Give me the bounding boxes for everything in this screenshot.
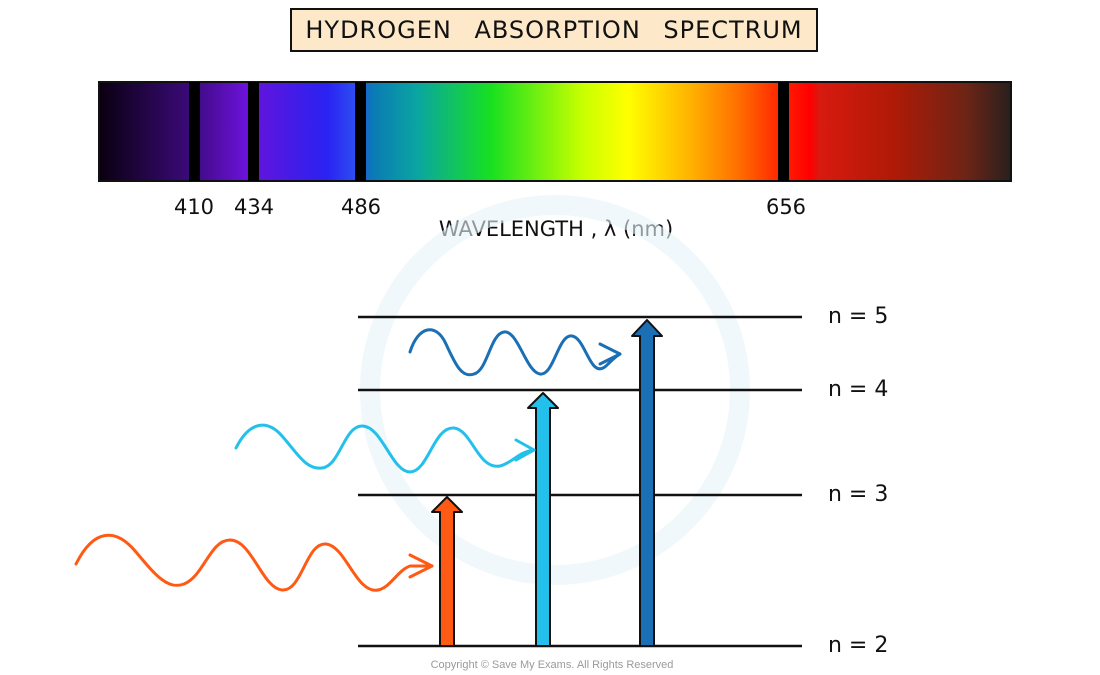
spectrum-bar (98, 81, 1012, 182)
wavelength-label-656: 656 (766, 195, 806, 219)
absorption-line-434 (248, 82, 259, 181)
copyright-notice: Copyright © Save My Exams. All Rights Re… (431, 659, 674, 671)
photon-wave-cyan (234, 423, 536, 474)
level-label-n2: n = 2 (828, 633, 888, 658)
absorption-line-656 (778, 82, 789, 181)
wavelength-label-410: 410 (174, 195, 214, 219)
wavelength-label-486: 486 (341, 195, 381, 219)
level-label-n3: n = 3 (828, 482, 888, 507)
photon-wave-red (74, 533, 434, 592)
absorption-line-410 (189, 82, 200, 181)
wavelength-label-434: 434 (234, 195, 274, 219)
level-label-n5: n = 5 (828, 304, 888, 329)
absorption-line-486 (355, 82, 366, 181)
diagram-title: HYDROGEN ABSORPTION SPECTRUM (290, 8, 818, 52)
transition-arrow-red (431, 496, 463, 647)
transition-arrow-cyan (527, 392, 559, 647)
transition-arrow-blue (631, 319, 663, 647)
level-label-n4: n = 4 (828, 377, 888, 402)
photon-wave-blue (408, 328, 622, 377)
